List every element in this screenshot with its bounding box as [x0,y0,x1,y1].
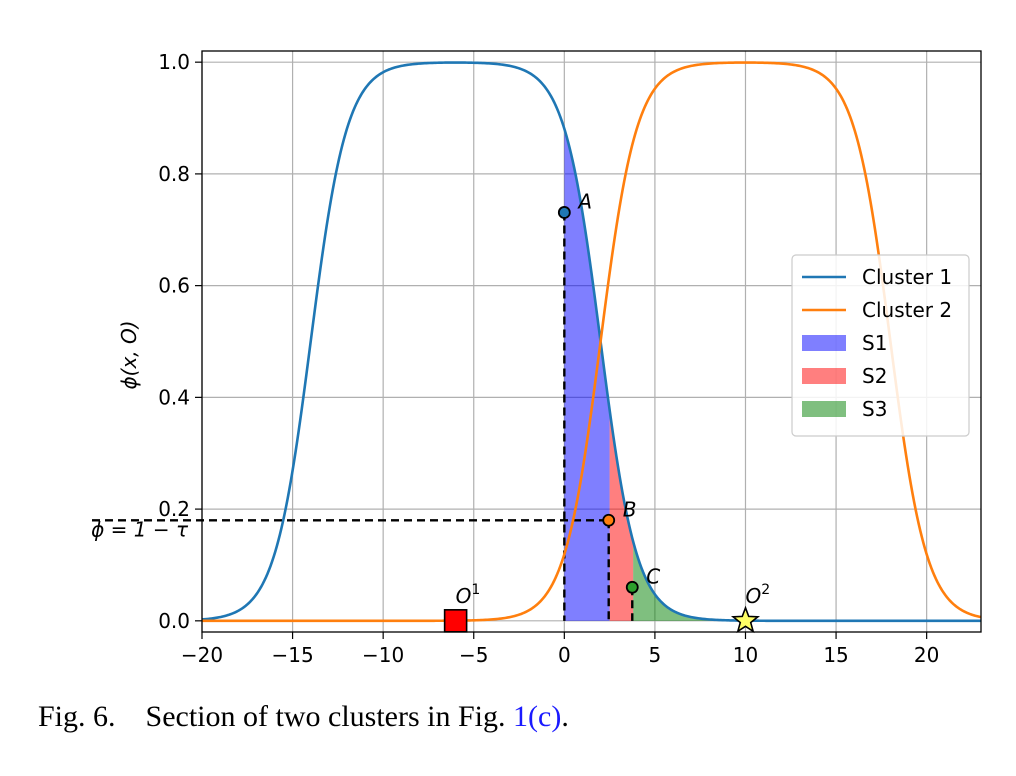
x-tick-label: 0 [558,643,571,667]
curve-cluster-1 [201,61,981,623]
point-label-a: A [576,189,592,213]
point-label-b: B [623,497,637,521]
center-o1-marker [443,609,468,633]
legend-label-2: Cluster 2 [862,298,952,322]
threshold-label: ϕ = 1 − τ [91,517,189,541]
y-tick-label: 0.2 [158,497,190,521]
center-o2-marker [730,605,761,634]
legend-swatch-3 [802,335,846,351]
shaded-regions [564,128,746,621]
y-tick-label: 0.6 [158,274,190,298]
legend-box [791,254,970,437]
x-tick-label: −10 [362,643,404,667]
y-tick-label: 0.8 [158,162,190,186]
curves [201,61,982,623]
x-tick-label: −5 [459,643,488,667]
point-b [602,513,616,527]
chart: −20 −15 −10 −5 0 5 10 15 20 0.0 0.2 0.4 0.6 0.8 1.0 A B… [91,50,982,667]
figure-caption: Fig. 6. Section of two clusters in Fig. … [38,700,569,734]
x-tick-label: 20 [914,643,939,667]
center-label-superscript: 1 [471,582,480,598]
figure-reference-link[interactable]: 1(c) [513,700,562,733]
axis-ticks: −20 −15 −10 −5 0 5 10 15 20 0.0 0.2 0.4 0.6 0.8 1.0 [158,50,939,667]
legend-label-5: S3 [862,397,887,421]
region-s1 [564,128,610,621]
x-tick-label: −20 [181,643,223,667]
x-tick-label: 10 [733,643,758,667]
legend-label-1: Cluster 1 [862,265,952,289]
markers [443,206,761,634]
plot-frame [201,50,982,633]
y-axis-label: ϕ(x, O) [117,320,141,389]
legend: Cluster 1 Cluster 2 S1 S2 S3 [791,254,970,437]
caption-text: Section of two clusters in Fig. [145,700,506,733]
y-tick-label: 0.4 [158,385,190,409]
y-tick-label: 1.0 [158,50,190,74]
annotations: A B C O1 O2 ϕ = 1 − τ [91,189,770,607]
center-label-o1: O1 [456,582,481,608]
x-tick-label: 5 [649,643,662,667]
legend-label-4: S2 [862,364,887,388]
center-label-superscript: 2 [761,582,770,598]
curve-cluster-2 [202,61,982,623]
caption-prefix: Fig. 6. [38,700,116,733]
x-tick-label: −15 [271,643,313,667]
x-tick-label: 15 [823,643,848,667]
caption-suffix: . [561,700,569,733]
region-s2 [609,409,634,621]
center-label-o2: O2 [745,582,770,608]
point-a [557,206,571,219]
point-c [625,580,639,594]
legend-swatch-5 [802,401,846,417]
point-label-c: C [646,564,660,588]
y-tick-label: 0.0 [158,609,190,633]
legend-label-3: S1 [862,331,887,355]
legend-swatch-4 [802,368,846,384]
region-s3 [633,541,746,621]
